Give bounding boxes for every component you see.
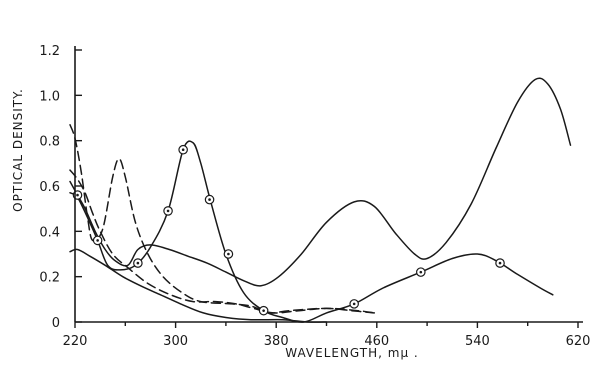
data-point-marker xyxy=(133,258,143,268)
data-point-marker xyxy=(258,305,269,316)
axes: 220 300 380 460 540 620 0 0.2 0.4 0.6 0.8 1.0 1.2 xyxy=(39,44,590,349)
series-line-5 xyxy=(69,169,376,314)
series-line-4 xyxy=(69,124,376,314)
series-line-2 xyxy=(69,140,554,323)
data-point-marker xyxy=(416,267,426,277)
series-layer xyxy=(69,77,572,323)
x-tick-label: 380 xyxy=(264,334,289,349)
data-point-marker xyxy=(204,194,215,205)
data-point-marker xyxy=(349,299,359,309)
plot-area xyxy=(69,77,572,323)
x-tick-label: 620 xyxy=(566,334,591,349)
y-tick-label: 1.2 xyxy=(39,44,60,59)
x-tick-label: 540 xyxy=(465,334,490,349)
data-point-marker xyxy=(178,144,188,155)
y-tick-label: 0.2 xyxy=(39,271,60,286)
data-point-marker xyxy=(163,206,173,216)
y-tick-label: 0.4 xyxy=(39,225,60,240)
y-axis-title: OPTICAL DENSITY. xyxy=(11,88,25,212)
y-tick-label: 1.0 xyxy=(39,89,60,104)
y-tick-label: 0.8 xyxy=(39,135,60,150)
tick-layer: 220 300 380 460 540 620 0 0.2 0.4 0.6 0.8 1.0 1.2 xyxy=(39,44,590,349)
data-point-marker xyxy=(92,235,103,246)
series-line-1 xyxy=(69,77,572,287)
x-tick-label: 220 xyxy=(63,334,88,349)
marker-layer xyxy=(72,144,505,316)
y-tick-label: 0.6 xyxy=(39,180,60,195)
data-point-marker xyxy=(495,258,505,268)
x-axis-title: WAVELENGTH, mμ . xyxy=(285,346,419,360)
data-point-marker xyxy=(223,249,234,259)
y-tick-label: 0 xyxy=(52,316,60,331)
x-tick-label: 300 xyxy=(163,334,188,349)
series-line-3 xyxy=(69,248,328,323)
x-tick-label: 460 xyxy=(364,334,389,349)
